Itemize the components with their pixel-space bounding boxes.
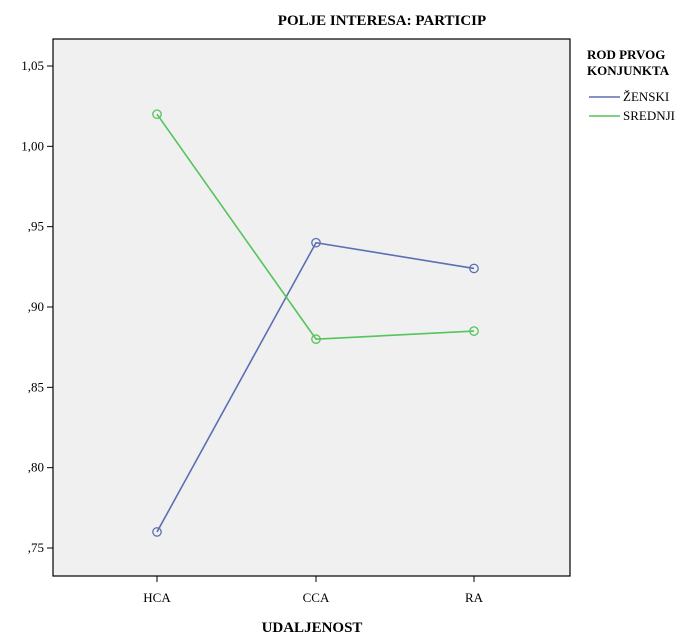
y-tick-label: 1,00 — [21, 138, 44, 153]
series-line-0 — [156, 241, 475, 533]
x-tick-label: HCA — [143, 590, 171, 605]
data-point — [469, 326, 479, 336]
y-tick-label: 1,05 — [21, 58, 44, 73]
legend-title-line-1: ROD PRVOG — [587, 47, 665, 62]
y-tick-label: ,95 — [28, 219, 44, 234]
legend-label: SREDNJI — [623, 108, 675, 123]
y-tick-label: ,75 — [28, 540, 44, 555]
data-point — [311, 237, 321, 248]
x-axis: HCA CCA RA — [143, 576, 484, 605]
legend: ROD PRVOG KONJUNKTA ŽENSKI SREDNJI — [587, 47, 675, 123]
data-point — [311, 334, 321, 344]
legend-label: ŽENSKI — [623, 89, 669, 104]
series-layer — [152, 109, 479, 537]
legend-title-line-2: KONJUNKTA — [587, 63, 670, 78]
x-tick-label: CCA — [303, 590, 330, 605]
x-axis-title: UDALJENOST — [262, 620, 363, 636]
data-point — [469, 263, 479, 274]
series-line-1 — [156, 113, 475, 340]
legend-items: ŽENSKI SREDNJI — [589, 89, 675, 123]
y-tick-label: ,80 — [28, 460, 44, 475]
y-tick-label: ,90 — [28, 299, 44, 314]
y-tick-label: ,85 — [28, 379, 44, 394]
x-tick-label: RA — [465, 590, 484, 605]
chart-title: POLJE INTERESA: PARTICIP — [278, 13, 486, 29]
y-axis: ,75 ,80 ,85 ,90 ,95 1,00 1,05 — [21, 58, 53, 555]
data-point — [152, 109, 162, 120]
data-point — [152, 527, 162, 537]
plot-area — [52, 38, 571, 577]
